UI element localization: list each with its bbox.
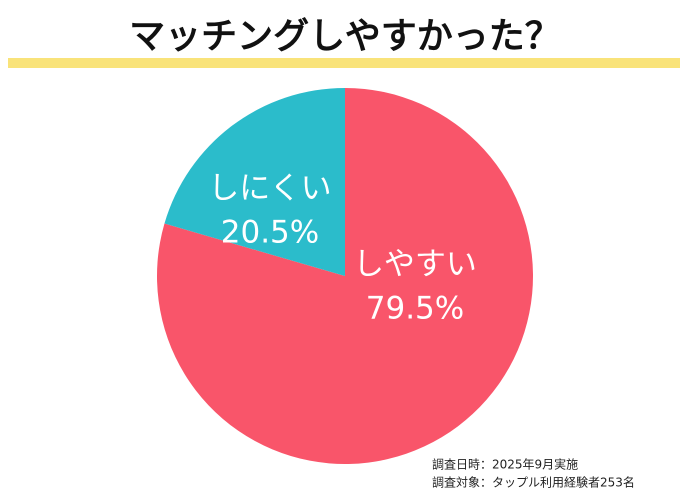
chart-title: マッチングしやすかった？ <box>129 16 561 57</box>
pie-slice <box>164 87 345 276</box>
note: 調査対象：タップル利用経験者253名 <box>432 475 635 490</box>
slice-label: しにくい <box>208 171 331 207</box>
title-underline <box>8 58 680 68</box>
value-label: 79.5% <box>366 291 464 327</box>
slice-label: しやすい <box>353 247 477 283</box>
value-label: 20.5% <box>221 215 319 251</box>
note: 調査日時：2025年9月実施 <box>432 457 578 472</box>
